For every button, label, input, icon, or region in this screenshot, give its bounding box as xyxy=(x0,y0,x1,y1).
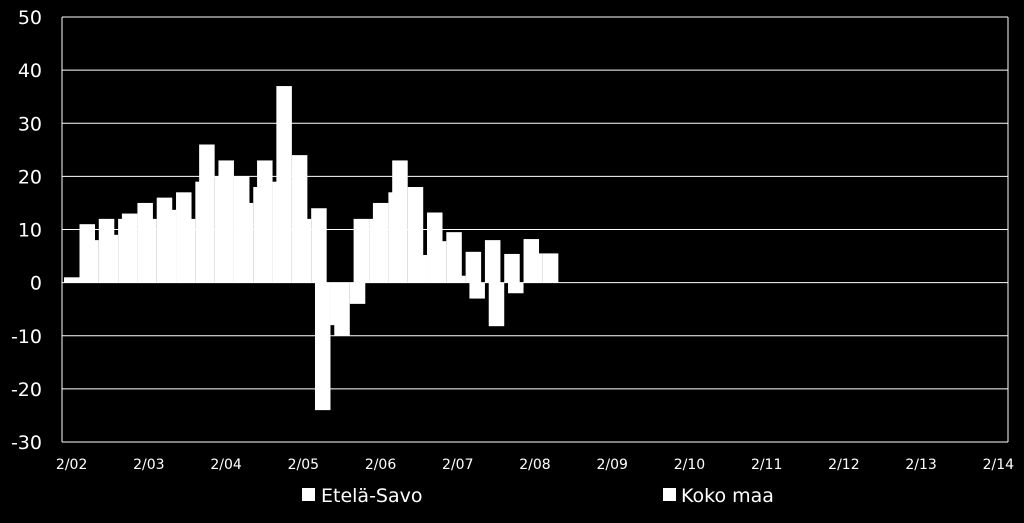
bar-koko-maa xyxy=(504,253,520,283)
bar-etela-savo xyxy=(508,282,524,294)
x-tick-label: 2/12 xyxy=(828,457,859,473)
x-tick-label: 2/10 xyxy=(674,457,705,473)
bar-koko-maa xyxy=(233,176,250,283)
bar-koko-maa xyxy=(465,251,482,283)
bar-koko-maa xyxy=(156,197,173,283)
bar-koko-maa xyxy=(330,282,346,326)
bar-koko-maa xyxy=(214,176,231,283)
bar-etela-savo xyxy=(353,218,370,283)
bar-koko-maa xyxy=(195,181,211,283)
bar-koko-maa xyxy=(349,282,366,304)
bar-koko-maa xyxy=(253,187,269,283)
bar-koko-maa xyxy=(98,218,115,283)
y-tick-label: -30 xyxy=(11,432,42,454)
y-tick-label: 0 xyxy=(30,273,42,295)
x-tick-label: 2/08 xyxy=(519,457,550,473)
y-tick-label: 10 xyxy=(18,220,42,242)
bar-etela-savo xyxy=(64,277,80,283)
y-tick-label: -10 xyxy=(11,326,42,348)
y-tick-label: 50 xyxy=(18,7,42,29)
x-tick-label: 2/11 xyxy=(751,457,782,473)
x-tick-label: 2/13 xyxy=(905,457,936,473)
bar-koko-maa xyxy=(446,232,462,283)
bar-koko-maa xyxy=(484,240,501,283)
bar-koko-maa xyxy=(311,208,327,283)
bar-koko-maa xyxy=(176,192,192,283)
bar-koko-maa xyxy=(79,224,95,283)
x-tick-label: 2/02 xyxy=(56,457,87,473)
bar-koko-maa xyxy=(407,187,424,283)
bar-koko-maa xyxy=(272,181,289,283)
legend-label-etela-savo: Etelä-Savo xyxy=(321,485,423,507)
x-tick-label: 2/14 xyxy=(983,457,1015,473)
bar-koko-maa xyxy=(291,155,308,283)
x-tick-label: 2/09 xyxy=(596,457,627,473)
bar-koko-maa xyxy=(427,212,443,283)
bar-koko-maa xyxy=(369,218,385,283)
bars xyxy=(64,86,559,411)
x-tick-label: 2/03 xyxy=(133,457,164,473)
legend-label-koko-maa: Koko maa xyxy=(681,485,774,507)
y-tick-label: -20 xyxy=(11,379,42,401)
y-tick-label: 40 xyxy=(18,60,42,82)
legend-swatch-koko-maa xyxy=(663,488,676,501)
bar-etela-savo xyxy=(469,282,485,299)
bar-koko-maa xyxy=(118,218,134,283)
bar-etela-savo xyxy=(488,282,505,327)
x-axis: 2/02 2/03 2/04 2/05 2/06 2/07 2/08 2/09 2/10 2/11… xyxy=(56,457,1014,473)
legend-swatch-etela-savo xyxy=(302,488,315,501)
bar-koko-maa xyxy=(523,239,540,283)
bar-etela-savo xyxy=(314,282,331,411)
x-tick-label: 2/04 xyxy=(210,457,242,473)
x-tick-label: 2/05 xyxy=(288,457,319,473)
y-axis: 50 40 30 20 10 0 -10 -20 -30 xyxy=(11,7,1009,454)
x-tick-label: 2/07 xyxy=(442,457,473,473)
y-tick-label: 30 xyxy=(18,113,42,135)
x-tick-label: 2/06 xyxy=(365,457,397,473)
y-tick-label: 20 xyxy=(18,166,42,188)
bar-koko-maa xyxy=(388,192,404,283)
legend: Etelä-Savo Koko maa xyxy=(302,485,774,507)
bar-koko-maa xyxy=(542,253,559,283)
bar-koko-maa xyxy=(137,202,153,283)
